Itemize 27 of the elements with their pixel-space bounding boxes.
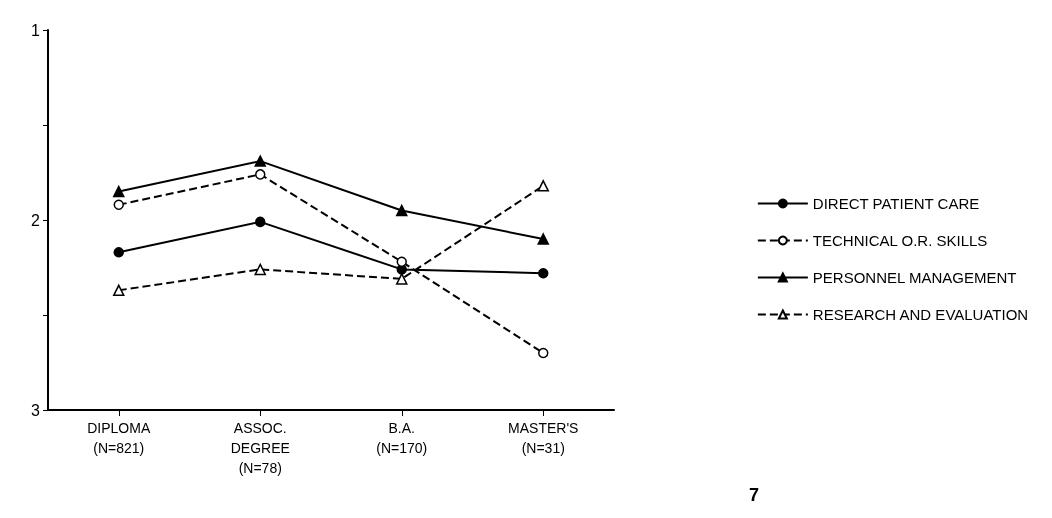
point <box>113 199 124 211</box>
legend-label: PERSONNEL MANAGEMENT <box>812 269 1017 286</box>
point <box>255 169 266 180</box>
y-tick-label: 3 <box>31 401 41 419</box>
point <box>113 284 125 297</box>
point <box>254 155 266 167</box>
x-tick-label: ASSOC. DEGREE (N=78) <box>230 420 290 476</box>
point <box>538 267 549 279</box>
legend-label: DIRECT PATIENT CARE <box>812 195 980 212</box>
point <box>396 256 407 268</box>
legend-label: TECHNICAL O.R. SKILLS <box>812 232 988 249</box>
point <box>254 263 266 276</box>
point <box>537 180 549 192</box>
x-tick-label: B.A. (N=170) <box>376 420 428 456</box>
point <box>113 185 125 198</box>
y-tick-label: 1 <box>31 21 41 39</box>
point <box>537 233 549 245</box>
point <box>255 216 266 228</box>
point <box>396 204 408 217</box>
point <box>113 247 124 258</box>
point <box>396 273 408 285</box>
y-tick-label: 2 <box>31 211 41 229</box>
point <box>538 347 549 359</box>
legend-label: RESEARCH AND EVALUATION <box>812 306 1029 323</box>
x-tick-label: MASTER'S (N=31) <box>508 420 579 456</box>
x-tick-label: DIPLOMA (N=821) <box>87 420 151 456</box>
text: 7 <box>748 485 759 505</box>
